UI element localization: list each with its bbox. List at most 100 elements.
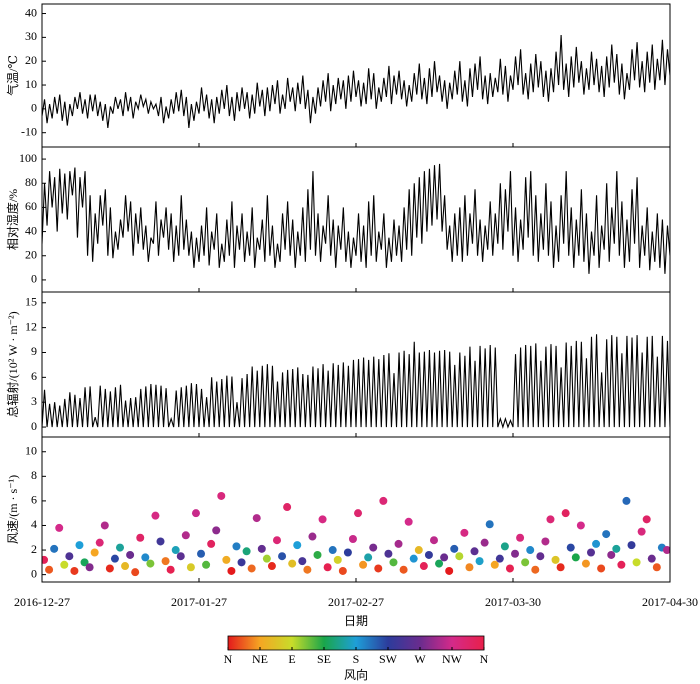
wind-point bbox=[359, 560, 368, 569]
wind-point bbox=[186, 563, 195, 572]
wind-point bbox=[571, 553, 580, 562]
wind-point bbox=[65, 552, 74, 561]
wind-point bbox=[495, 554, 504, 563]
wind-point bbox=[278, 552, 287, 561]
wind-point bbox=[293, 541, 302, 550]
wind-point bbox=[419, 562, 428, 571]
wind-point bbox=[55, 523, 64, 532]
wind-point bbox=[455, 552, 464, 561]
wind-point bbox=[207, 539, 216, 548]
colorbar-tick-label: E bbox=[288, 652, 295, 666]
wind-point bbox=[161, 557, 170, 566]
wind-point bbox=[141, 553, 150, 562]
wind-point bbox=[166, 565, 175, 574]
wind-point bbox=[288, 559, 297, 568]
wind-point bbox=[384, 549, 393, 558]
wind-point bbox=[505, 564, 514, 573]
y-axis-label: 风速/(m · s⁻¹) bbox=[6, 475, 20, 544]
wind-point bbox=[126, 550, 135, 559]
wind-point bbox=[521, 558, 530, 567]
wind-point bbox=[151, 511, 160, 520]
y-tick-label: 2 bbox=[31, 542, 37, 556]
wind-point bbox=[364, 553, 373, 562]
wind-point bbox=[662, 546, 670, 555]
colorbar-tick-label: N bbox=[480, 652, 489, 666]
wind-point bbox=[110, 554, 119, 563]
x-tick-label: 2017-04-30 bbox=[642, 595, 698, 609]
wind-point bbox=[85, 563, 94, 572]
wind-point bbox=[191, 509, 200, 518]
wind-point bbox=[541, 537, 550, 546]
wind-point bbox=[500, 542, 509, 551]
wind-point bbox=[212, 526, 221, 535]
y-tick-label: 9 bbox=[31, 344, 37, 358]
y-tick-label: 0 bbox=[31, 566, 37, 580]
y-tick-label: 0 bbox=[31, 101, 37, 115]
y-axis-label: 相对湿度/% bbox=[5, 189, 20, 250]
colorbar-tick-label: SE bbox=[317, 652, 331, 666]
wind-point bbox=[283, 503, 292, 512]
x-tick-label: 2017-01-27 bbox=[171, 595, 227, 609]
wind-point bbox=[252, 514, 261, 523]
y-tick-label: 30 bbox=[25, 29, 37, 43]
wind-point bbox=[480, 538, 489, 547]
wind-point bbox=[333, 555, 342, 564]
y-axis-label: 气温/℃ bbox=[5, 55, 20, 96]
wind-point bbox=[318, 515, 327, 524]
colorbar-tick-label: S bbox=[353, 652, 360, 666]
wind-point bbox=[338, 566, 347, 575]
wind-point bbox=[551, 555, 560, 564]
x-tick-label: 2017-02-27 bbox=[328, 595, 384, 609]
y-tick-label: 40 bbox=[25, 5, 37, 19]
wind-point bbox=[313, 550, 322, 559]
y-tick-label: -10 bbox=[21, 124, 37, 138]
wind-point bbox=[379, 496, 388, 505]
y-tick-label: 6 bbox=[31, 493, 37, 507]
wind-point bbox=[526, 546, 535, 555]
x-tick-label: 2016-12-27 bbox=[14, 595, 70, 609]
colorbar-label: 风向 bbox=[344, 667, 368, 682]
panel bbox=[42, 334, 670, 429]
wind-point bbox=[45, 565, 54, 574]
wind-point bbox=[475, 557, 484, 566]
colorbar-tick-label: SW bbox=[379, 652, 398, 666]
data-line bbox=[42, 334, 670, 429]
wind-point bbox=[171, 546, 180, 555]
wind-point bbox=[485, 520, 494, 529]
y-tick-label: 10 bbox=[25, 443, 37, 457]
wind-point bbox=[511, 549, 520, 558]
wind-point bbox=[637, 527, 646, 536]
wind-point bbox=[308, 532, 317, 541]
wind-point bbox=[556, 563, 565, 572]
wind-point bbox=[642, 515, 651, 524]
wind-point bbox=[460, 528, 469, 537]
wind-point bbox=[197, 549, 206, 558]
y-tick-label: 3 bbox=[31, 394, 37, 408]
panel bbox=[42, 163, 670, 274]
wind-point bbox=[247, 564, 256, 573]
wind-point bbox=[424, 550, 433, 559]
wind-point bbox=[202, 560, 211, 569]
data-line bbox=[42, 163, 670, 274]
wind-point bbox=[156, 537, 165, 546]
wind-point bbox=[450, 544, 459, 553]
y-tick-label: 4 bbox=[31, 517, 37, 531]
wind-point bbox=[121, 562, 130, 571]
wind-point bbox=[566, 543, 575, 552]
wind-point bbox=[181, 531, 190, 540]
y-tick-label: 20 bbox=[25, 53, 37, 67]
wind-point bbox=[75, 541, 84, 550]
wind-point bbox=[404, 517, 413, 526]
wind-point bbox=[298, 557, 307, 566]
wind-point bbox=[131, 568, 140, 577]
y-tick-label: 8 bbox=[31, 468, 37, 482]
wind-point bbox=[70, 566, 79, 575]
wind-point bbox=[546, 515, 555, 524]
wind-point bbox=[50, 544, 59, 553]
wind-point bbox=[262, 554, 271, 563]
wind-point bbox=[414, 546, 423, 555]
wind-point bbox=[445, 566, 454, 575]
wind-point bbox=[115, 543, 124, 552]
wind-point bbox=[242, 547, 251, 556]
